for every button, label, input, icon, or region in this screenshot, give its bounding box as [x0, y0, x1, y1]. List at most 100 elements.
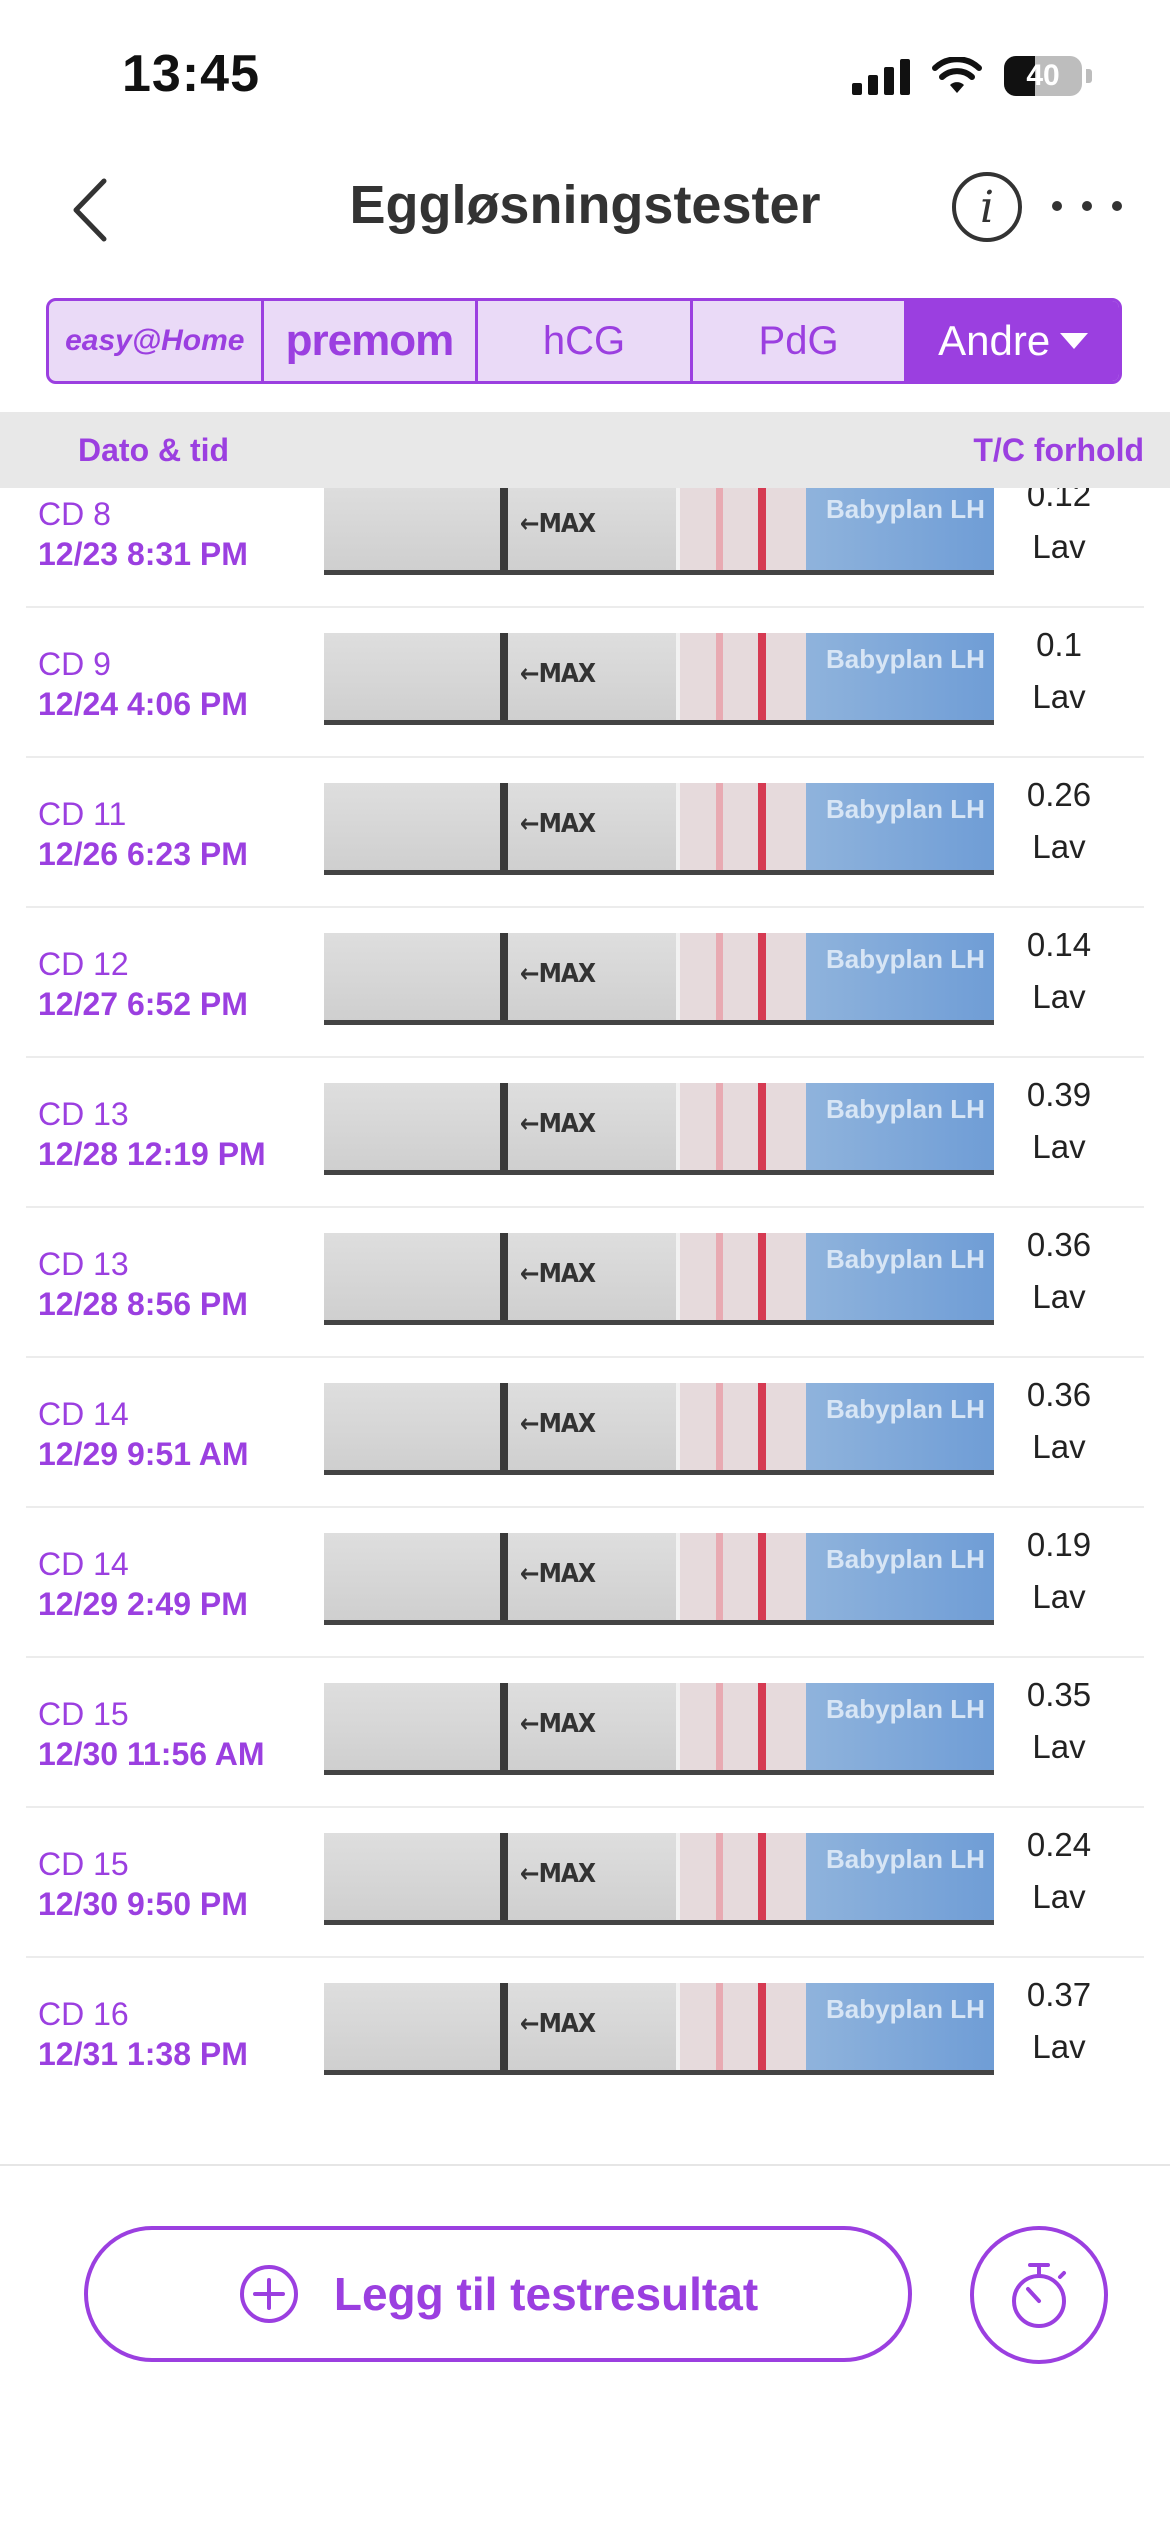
tab-pdg[interactable]: PdG: [693, 301, 908, 381]
strip-control-line: [758, 1233, 766, 1320]
test-row[interactable]: CD 12 12/27 6:52 PM ←MAX Babyplan LH 0.1…: [26, 908, 1144, 1058]
test-row[interactable]: CD 13 12/28 12:19 PM ←MAX Babyplan LH 0.…: [26, 1058, 1144, 1208]
tc-ratio-value: 0.26: [1026, 776, 1092, 813]
strip-result-window: [676, 1383, 806, 1470]
brand-tabs: easy@Home premom hCG PdG Andre: [46, 298, 1122, 384]
strip-result-window: [676, 1683, 806, 1770]
test-date-time: 12/26 6:23 PM: [38, 836, 248, 872]
status-time: 13:45: [122, 45, 260, 103]
tc-level: Lav: [1032, 678, 1086, 715]
strip-max-label: ←MAX: [520, 1259, 596, 1289]
add-test-result-button[interactable]: Legg til testresultat: [84, 2226, 912, 2362]
tc-level: Lav: [1032, 978, 1086, 1015]
header: Eggløsningstester i: [0, 150, 1170, 270]
test-strip-image[interactable]: ←MAX Babyplan LH: [324, 933, 994, 1025]
strip-control-line: [758, 783, 766, 870]
test-strip-image[interactable]: ←MAX Babyplan LH: [324, 1983, 994, 2075]
test-strip-image[interactable]: ←MAX Babyplan LH: [324, 1533, 994, 1625]
strip-brand-text: Babyplan LH: [826, 944, 985, 974]
strip-brand-text: Babyplan LH: [826, 1994, 985, 2024]
test-row[interactable]: CD 15 12/30 9:50 PM ←MAX Babyplan LH 0.2…: [26, 1808, 1144, 1958]
cycle-day: CD 14: [38, 1396, 129, 1432]
strip-brand-area: Babyplan LH: [806, 1983, 994, 2070]
test-strip-image[interactable]: ←MAX Babyplan LH: [324, 1833, 994, 1925]
test-strip-image[interactable]: ←MAX Babyplan LH: [324, 633, 994, 725]
column-tc-ratio: T/C forhold: [973, 432, 1144, 468]
strip-brand-text: Babyplan LH: [826, 794, 985, 824]
strip-brand-text: Babyplan LH: [826, 1094, 985, 1124]
tc-ratio-value: 0.24: [1026, 1826, 1092, 1863]
info-button[interactable]: i: [952, 172, 1022, 242]
strip-max-line: [500, 1683, 508, 1770]
cycle-day: CD 16: [38, 1996, 129, 2032]
tc-level: Lav: [1032, 528, 1086, 565]
test-strip-image[interactable]: ←MAX Babyplan LH: [324, 1083, 994, 1175]
strip-result-window: [676, 633, 806, 720]
strip-max-label: ←MAX: [520, 1859, 596, 1889]
strip-test-line: [716, 488, 723, 570]
strip-brand-area: Babyplan LH: [806, 1683, 994, 1770]
strip-max-line: [500, 1533, 508, 1620]
cycle-day: CD 13: [38, 1246, 129, 1282]
strip-max-label: ←MAX: [520, 1709, 596, 1739]
test-strip-image[interactable]: ←MAX Babyplan LH: [324, 1383, 994, 1475]
strip-result-window: [676, 1233, 806, 1320]
timer-button[interactable]: [970, 2226, 1108, 2364]
strip-brand-text: Babyplan LH: [826, 494, 985, 524]
test-row[interactable]: CD 14 12/29 9:51 AM ←MAX Babyplan LH 0.3…: [26, 1358, 1144, 1508]
strip-max-line: [500, 488, 508, 570]
strip-control-line: [758, 1683, 766, 1770]
strip-control-line: [758, 1533, 766, 1620]
tab-label: Andre: [938, 317, 1051, 364]
tc-ratio-value: 0.19: [1026, 1526, 1092, 1563]
test-row[interactable]: CD 11 12/26 6:23 PM ←MAX Babyplan LH 0.2…: [26, 758, 1144, 908]
add-test-result-label: Legg til testresultat: [333, 2268, 759, 2320]
test-strip-image[interactable]: ←MAX Babyplan LH: [324, 1233, 994, 1325]
test-row[interactable]: CD 9 12/24 4:06 PM ←MAX Babyplan LH 0.1 …: [26, 608, 1144, 758]
strip-result-window: [676, 1983, 806, 2070]
tc-level: Lav: [1032, 1128, 1086, 1165]
tab-hcg[interactable]: hCG: [478, 301, 693, 381]
test-strip-image[interactable]: ←MAX Babyplan LH: [324, 1683, 994, 1775]
tc-level: Lav: [1032, 1878, 1086, 1915]
test-strip-image[interactable]: ←MAX Babyplan LH: [324, 783, 994, 875]
strip-brand-text: Babyplan LH: [826, 1244, 985, 1274]
test-date-time: 12/30 9:50 PM: [38, 1886, 248, 1922]
strip-test-line: [716, 633, 723, 720]
strip-max-label: ←MAX: [520, 809, 596, 839]
test-row[interactable]: CD 8 12/23 8:31 PM ←MAX Babyplan LH 0.12…: [26, 488, 1144, 608]
test-date-time: 12/29 2:49 PM: [38, 1586, 248, 1622]
tc-level: Lav: [1032, 1278, 1086, 1315]
test-date-time: 12/23 8:31 PM: [38, 536, 248, 572]
test-row[interactable]: CD 15 12/30 11:56 AM ←MAX Babyplan LH 0.…: [26, 1658, 1144, 1808]
column-date-time: Dato & tid: [78, 432, 230, 468]
tab-premom[interactable]: premom: [264, 301, 479, 381]
test-row[interactable]: CD 16 12/31 1:38 PM ←MAX Babyplan LH 0.3…: [26, 1958, 1144, 2100]
test-row[interactable]: CD 14 12/29 2:49 PM ←MAX Babyplan LH 0.1…: [26, 1508, 1144, 1658]
more-button[interactable]: [1052, 176, 1122, 236]
strip-control-line: [758, 933, 766, 1020]
strip-brand-text: Babyplan LH: [826, 644, 985, 674]
back-chevron-icon: [73, 178, 107, 242]
signal-icon: [852, 57, 910, 95]
strip-max-line: [500, 783, 508, 870]
strip-test-line: [716, 1083, 723, 1170]
test-row[interactable]: CD 13 12/28 8:56 PM ←MAX Babyplan LH 0.3…: [26, 1208, 1144, 1358]
strip-test-line: [716, 1983, 723, 2070]
test-date-time: 12/24 4:06 PM: [38, 686, 248, 722]
cycle-day: CD 13: [38, 1096, 129, 1132]
strip-max-label: ←MAX: [520, 1409, 596, 1439]
strip-brand-text: Babyplan LH: [826, 1844, 985, 1874]
tab-andre[interactable]: Andre: [907, 301, 1119, 381]
tab-label: PdG: [758, 318, 839, 363]
cycle-day: CD 9: [38, 646, 111, 682]
back-button[interactable]: [50, 170, 130, 250]
tc-ratio-value: 0.12: [1026, 488, 1092, 513]
battery-icon: 40: [1004, 56, 1082, 96]
tab-easy-at-home[interactable]: easy@Home: [49, 301, 264, 381]
strip-test-line: [716, 1383, 723, 1470]
test-strip-image[interactable]: ←MAX Babyplan LH: [324, 488, 994, 575]
strip-max-line: [500, 1383, 508, 1470]
strip-max-label: ←MAX: [520, 959, 596, 989]
test-list[interactable]: CD 8 12/23 8:31 PM ←MAX Babyplan LH 0.12…: [0, 488, 1170, 2100]
